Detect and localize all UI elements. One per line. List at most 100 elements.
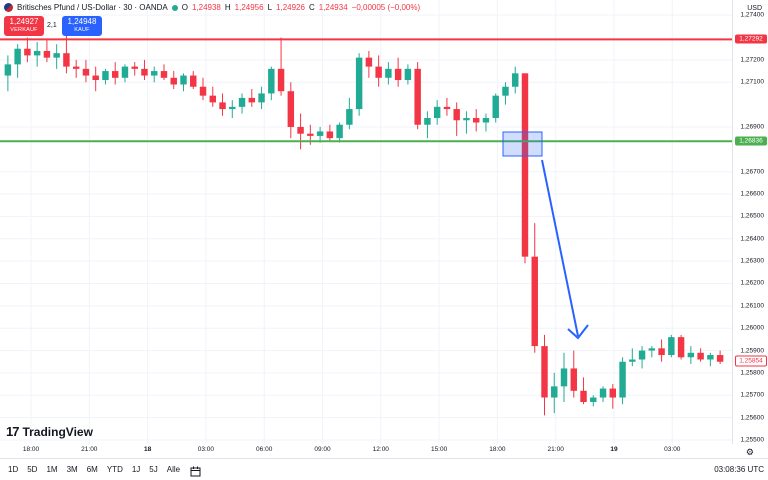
candle-up[interactable] [53,53,60,58]
candle-up[interactable] [355,57,363,110]
timeframe-ytd[interactable]: YTD [106,465,123,474]
buy-button[interactable]: 1,24948 KAUF [62,16,102,36]
candle-down[interactable] [24,48,31,56]
candle-down[interactable] [141,68,148,76]
candle-down[interactable] [43,50,51,58]
chart-area[interactable]: Britisches Pfund / US-Dollar · 30 · OAND… [0,0,732,444]
open-value: 1,24938 [191,3,221,12]
candle-up[interactable] [229,106,236,110]
candle-down[interactable] [375,66,382,78]
candle-up[interactable] [336,124,343,139]
candle-up[interactable] [707,355,714,360]
candle-down[interactable] [472,118,480,123]
candle-up[interactable] [599,388,607,398]
candle-up[interactable] [687,352,695,358]
candle-up[interactable] [619,361,626,398]
candle-down[interactable] [716,355,724,362]
candle-up[interactable] [258,93,265,103]
candle-down[interactable] [199,86,207,96]
timeframe-3m[interactable]: 3M [66,465,78,474]
candle-up[interactable] [102,71,109,81]
timeframe-alle[interactable]: Alle [166,465,181,474]
candle-down[interactable] [92,75,99,81]
price-axis-label: 1,25800 [740,369,765,377]
symbol-title[interactable]: Britisches Pfund / US-Dollar · 30 · OAND… [17,3,168,12]
candle-up[interactable] [180,75,187,85]
candle-up[interactable] [648,348,656,351]
candle-down[interactable] [190,75,197,87]
candle-down[interactable] [307,133,314,136]
candle-up[interactable] [668,337,675,356]
candle-up[interactable] [629,359,636,362]
candle-down[interactable] [82,68,90,76]
date-range-calendar-icon[interactable] [190,464,201,477]
highlight-box[interactable] [502,131,543,157]
candle-up[interactable] [268,68,275,94]
candle-down[interactable] [209,95,216,103]
timeframe-5d[interactable]: 5D [27,465,38,474]
candle-up[interactable] [560,368,568,387]
candle-up[interactable] [151,71,158,76]
tradingview-logo-icon: 17 [6,424,20,439]
candle-up[interactable] [385,68,392,78]
candle-down[interactable] [131,66,138,69]
candle-down[interactable] [297,126,304,134]
candle-down[interactable] [443,106,451,110]
candle-down[interactable] [277,68,285,92]
candle-down[interactable] [521,73,529,257]
candle-down[interactable] [414,68,421,125]
price-axis[interactable]: USD 1,27400 1,27292 1,27200 1,27100 1,26900 1… [732,0,768,444]
candle-down[interactable] [287,91,295,127]
settings-gear-icon[interactable]: ⚙ [745,447,754,457]
candle-down[interactable] [531,256,538,347]
timeframe-1m[interactable]: 1M [46,465,58,474]
candle-up[interactable] [404,68,412,81]
candle-up[interactable] [482,118,490,123]
candle-up[interactable] [316,131,324,136]
candle-down[interactable] [697,352,704,360]
candle-up[interactable] [14,48,21,65]
candle-down[interactable] [580,390,587,402]
candle-down[interactable] [658,348,665,356]
tradingview-logo[interactable]: 17 TradingView [6,424,93,439]
candlestick-chart[interactable] [0,0,732,444]
currency-label[interactable]: USD [747,5,762,12]
utc-clock[interactable]: 03:08:36 UTC [714,465,764,474]
candle-up[interactable] [424,118,431,125]
timeframe-1j[interactable]: 1J [131,465,141,474]
candle-down[interactable] [248,97,256,103]
time-axis[interactable]: 18:00 21:00 18 03:00 06:00 09:00 12:00 15:00 18:… [0,444,732,458]
sell-button[interactable]: 1,24927 VERKAUF [4,16,44,36]
candle-up[interactable] [33,50,41,56]
candle-down[interactable] [219,102,226,110]
candle-up[interactable] [551,386,558,398]
candle-down[interactable] [111,71,119,78]
candle-down[interactable] [365,57,373,67]
candle-up[interactable] [463,118,470,121]
candle-up[interactable] [4,64,12,76]
candle-down[interactable] [541,346,548,398]
candle-down[interactable] [63,53,70,67]
candle-up[interactable] [238,97,246,107]
timeframe-6m[interactable]: 6M [86,465,98,474]
candle-up[interactable] [121,66,129,78]
candle-up[interactable] [433,106,441,119]
candle-down[interactable] [609,388,617,398]
candle-up[interactable] [512,73,519,87]
trend-arrow-line[interactable] [541,159,579,337]
timeframe-1d[interactable]: 1D [8,465,19,474]
candle-up[interactable] [590,397,597,402]
candle-up[interactable] [492,95,499,119]
candle-down[interactable] [72,66,80,69]
candle-up[interactable] [346,109,353,125]
candle-down[interactable] [326,131,334,139]
candle-down[interactable] [394,68,402,81]
candle-up[interactable] [638,350,646,360]
candle-up[interactable] [502,86,509,96]
candle-down[interactable] [170,77,177,85]
candle-down[interactable] [160,71,168,78]
candle-down[interactable] [453,109,460,121]
candle-down[interactable] [570,368,577,391]
timeframe-5j[interactable]: 5J [149,465,158,474]
candle-down[interactable] [677,337,685,358]
